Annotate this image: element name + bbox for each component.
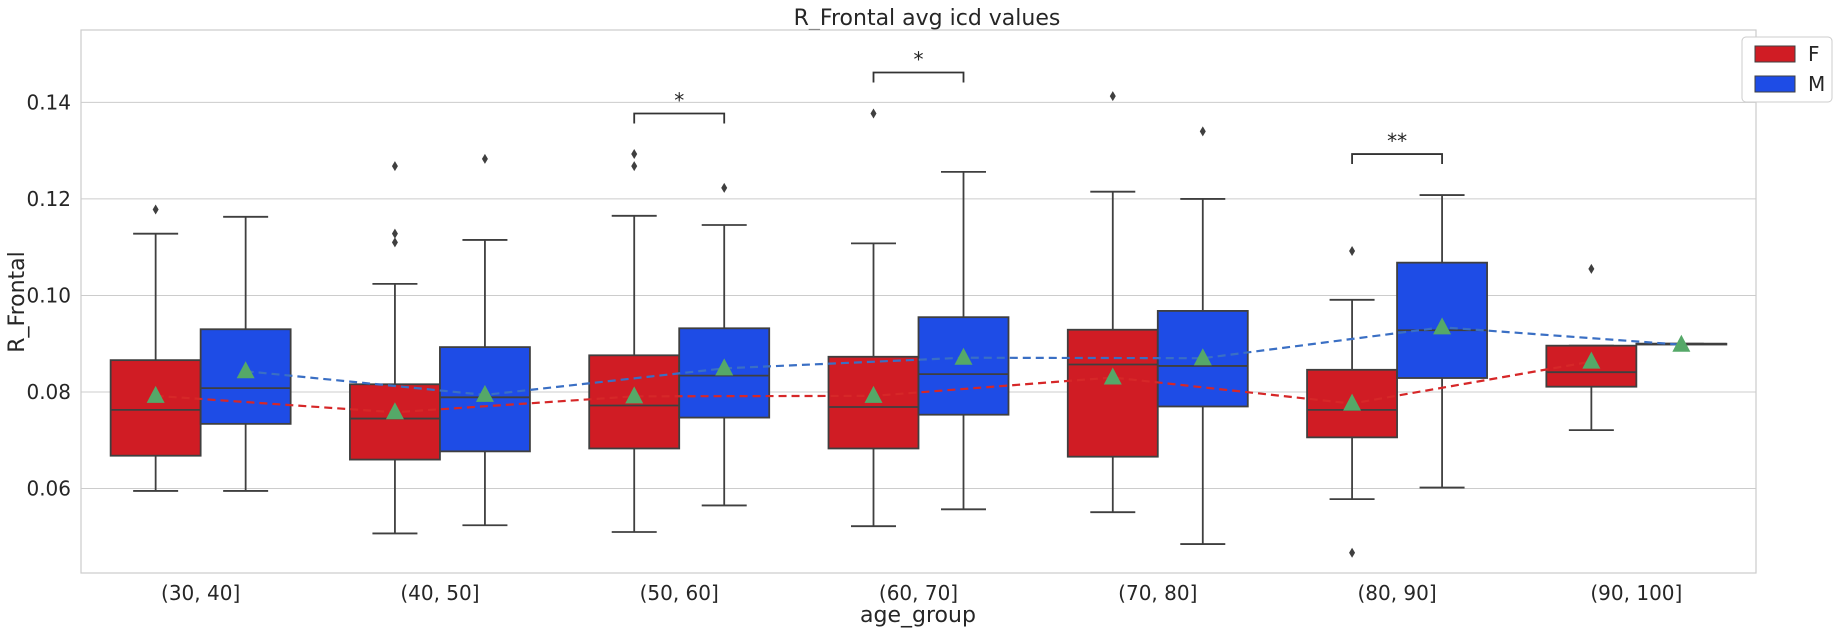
bracket-line: [633, 112, 726, 124]
bracket-line: [872, 71, 965, 83]
box-M-0: [199, 215, 292, 492]
box-F-1: [349, 161, 441, 535]
legend-label-F: F: [1808, 42, 1820, 66]
box-M-2: [678, 182, 771, 507]
outlier-point: [1349, 246, 1356, 257]
mean-marker: [1582, 351, 1601, 369]
box-F-6: [1545, 263, 1638, 432]
mean-marker: [625, 386, 644, 404]
outlier-point: [1199, 126, 1206, 137]
mean-marker: [1672, 334, 1691, 352]
x-tick-label: (60, 70]: [879, 581, 958, 605]
box-M-3: [917, 171, 1010, 511]
box-body: [1306, 368, 1398, 439]
outlier-point: [1588, 263, 1595, 274]
x-tick-label: (70, 80]: [1118, 581, 1197, 605]
outlier-point: [870, 108, 877, 119]
x-tick-label: (90, 100]: [1590, 581, 1682, 605]
mean-marker: [715, 358, 734, 376]
outlier-point: [1349, 547, 1356, 558]
legend-label-M: M: [1808, 72, 1825, 96]
y-tick-label: 0.10: [26, 283, 71, 307]
box-M-5: [1396, 194, 1488, 489]
mean-marker: [864, 385, 883, 403]
plot-area-frame: [80, 29, 1757, 574]
y-tick-label: 0.08: [26, 380, 71, 404]
outlier-point: [391, 228, 398, 239]
bracket-line: [1351, 153, 1443, 165]
outlier-point: [391, 237, 398, 248]
box-F-5: [1306, 246, 1398, 558]
outlier-point: [631, 149, 638, 160]
box-M-4: [1156, 126, 1249, 545]
box-body: [1066, 328, 1159, 458]
box-M-1: [439, 153, 531, 527]
significance-annotations: ****: [633, 47, 1443, 165]
y-tick-label: 0.14: [26, 90, 71, 114]
mean-markers: [146, 317, 1691, 420]
box-body: [349, 383, 441, 461]
box-F-0: [109, 204, 202, 492]
box-F-2: [588, 149, 681, 533]
chart-legend: FM: [1741, 36, 1833, 103]
chart-title: R_Frontal avg icd values: [794, 6, 1061, 31]
box-F-4: [1066, 91, 1159, 514]
mean-marker: [385, 402, 404, 420]
significance-bracket: *: [872, 47, 965, 83]
x-axis-label: age_group: [860, 603, 976, 628]
mean-marker: [236, 361, 255, 379]
outlier-point: [391, 161, 398, 172]
mean-marker: [954, 347, 973, 365]
mean-marker: [146, 385, 165, 403]
outlier-point: [1109, 91, 1116, 102]
significance-bracket: *: [633, 89, 726, 124]
significance-label: *: [914, 47, 924, 71]
x-tick-label: (50, 60]: [640, 581, 719, 605]
y-axis-label: R_Frontal: [5, 251, 30, 353]
legend-swatch-F: [1754, 45, 1796, 63]
mean-marker: [475, 384, 494, 402]
box-F-3: [827, 108, 920, 528]
mean-marker: [1103, 367, 1122, 385]
mean-marker: [1193, 348, 1212, 366]
outlier-point: [152, 204, 159, 215]
significance-bracket: **: [1351, 129, 1443, 165]
significance-label: **: [1387, 129, 1407, 153]
x-tick-label: (80, 90]: [1357, 581, 1436, 605]
box-body: [109, 359, 202, 457]
box-series: [109, 91, 1728, 558]
significance-label: *: [674, 89, 684, 113]
y-axis-ticks: 0.06 0.08 0.10 0.12 0.14: [26, 90, 71, 500]
mean-marker: [1343, 393, 1362, 411]
outlier-point: [721, 182, 728, 193]
mean-marker: [1433, 317, 1452, 335]
x-tick-label: (40, 50]: [400, 581, 479, 605]
outlier-point: [631, 161, 638, 172]
y-tick-label: 0.12: [26, 187, 71, 211]
box-body: [917, 316, 1010, 416]
outlier-point: [481, 153, 488, 164]
x-axis-ticks: (30, 40] (40, 50] (50, 60] (60, 70] (70, 80]…: [161, 581, 1682, 605]
y-tick-label: 0.06: [26, 477, 71, 501]
x-tick-label: (30, 40]: [161, 581, 240, 605]
legend-swatch-M: [1754, 75, 1796, 93]
